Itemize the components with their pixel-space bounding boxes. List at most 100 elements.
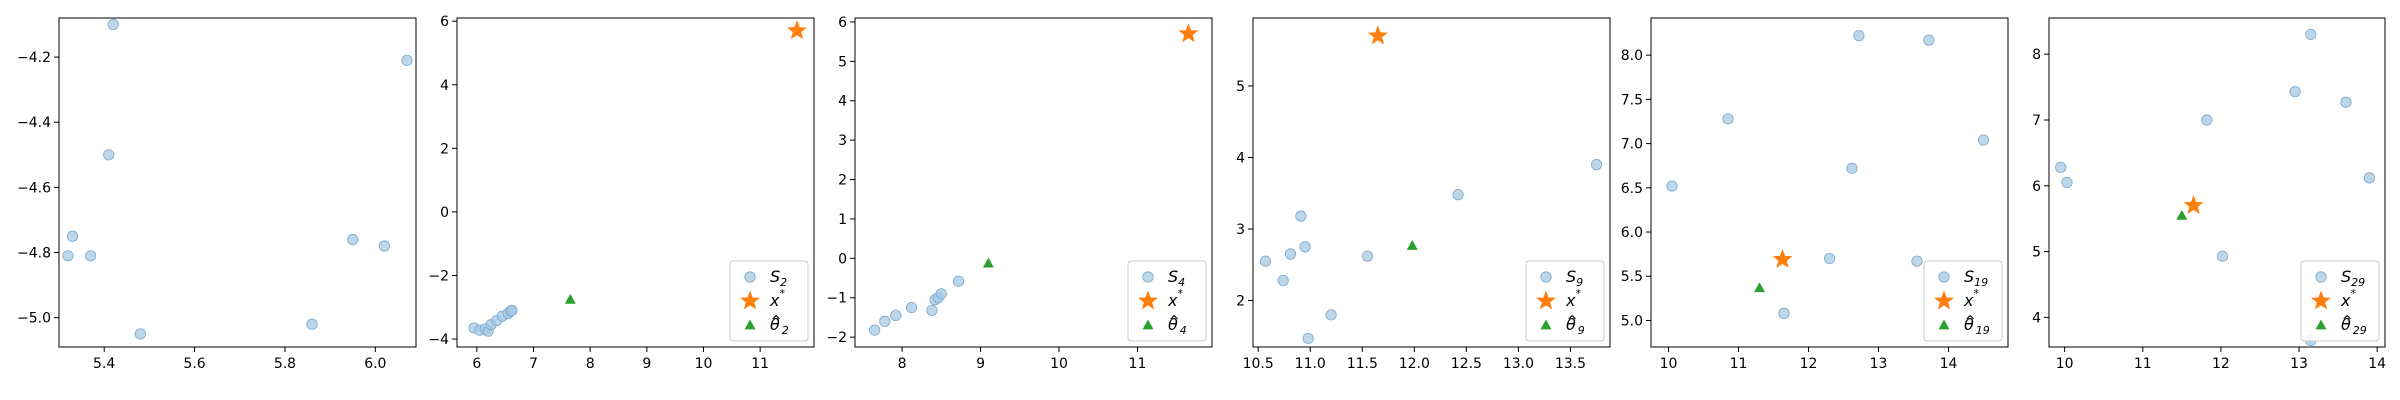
legend-label: S19 [1964, 267, 1988, 289]
legend-label: x* [1167, 287, 1183, 310]
y-tick-label: −5.0 [17, 311, 51, 327]
data-point [1722, 113, 1734, 125]
data-point [890, 309, 902, 322]
subplot-1: 5.4 5.6 5.8 6.0 −5.0 −4.8 −4.6 −4.4 −4.2 [17, 17, 417, 372]
legend-label: θ^29 [2341, 314, 2367, 337]
legend-label: x* [2340, 287, 2356, 310]
y-tick-label: 7.0 [1621, 137, 1643, 153]
data-point [1977, 134, 1990, 146]
legend-marker [2315, 319, 2327, 330]
legend-marker [740, 290, 760, 310]
axes-frame [1252, 17, 1611, 348]
x-tick-label: 13 [2290, 356, 2308, 372]
x-tick-label: 5.4 [93, 356, 115, 372]
axes-frame [1650, 17, 2009, 348]
x-tick-label: 5.6 [183, 356, 205, 372]
legend-label: x* [1963, 287, 1979, 310]
x-tick-label: 12 [1800, 356, 1818, 372]
data-point [869, 324, 881, 336]
subplot-3: 8 9 10 11 −2 −1 0 1 2 3 4 5 6 S4x* θ^4 [826, 15, 1213, 372]
x-tick-label: 8 [586, 356, 595, 372]
legend-label: θ^19 [1964, 314, 1990, 337]
legend: S2x* θ^2 [729, 260, 809, 342]
axes-frame [854, 17, 1213, 348]
data-point [85, 250, 97, 262]
y-tick-label: 8.0 [1621, 48, 1643, 64]
data-point [2061, 176, 2073, 189]
data-point [1452, 189, 1464, 201]
y-tick-label: 4 [838, 94, 847, 110]
y-tick-label: −1 [826, 291, 847, 307]
data-point [2340, 96, 2352, 108]
legend-marker [1536, 290, 1556, 310]
legend-label: x* [769, 287, 785, 310]
x-tick-label: 10.5 [1243, 356, 1274, 372]
y-tick-label: 5 [1236, 79, 1245, 95]
legend: S4x* θ^4 [1127, 260, 1207, 342]
legend-label: S29 [2341, 267, 2365, 289]
y-tick-label: 7 [2032, 113, 2041, 129]
data-point [1284, 248, 1297, 260]
estimate-triangle-marker [982, 257, 994, 268]
x-tick-label: 13.0 [1503, 356, 1534, 372]
y-tick-label: 8 [2032, 47, 2041, 63]
data-point [926, 304, 938, 316]
data-point [905, 301, 918, 314]
y-tick-label: 6 [2032, 179, 2041, 195]
data-point [62, 250, 74, 262]
x-tick-label: 10 [695, 356, 713, 372]
optimum-star-marker [1178, 23, 1199, 43]
legend-marker [1540, 319, 1552, 330]
legend-marker [1142, 319, 1154, 330]
y-tick-label: 0 [838, 251, 847, 267]
data-point [1666, 180, 1678, 192]
y-tick-label: 2 [838, 173, 847, 189]
y-tick-label: 6.0 [1621, 225, 1643, 241]
data-point [1299, 241, 1311, 253]
y-tick-label: 6.5 [1621, 181, 1643, 197]
y-tick-label: −4.2 [17, 50, 51, 66]
data-point [1259, 255, 1272, 267]
x-tick-label: 6 [472, 356, 481, 372]
y-tick-label: 5 [2032, 245, 2041, 261]
y-tick-label: 3 [838, 133, 847, 149]
data-point [66, 230, 79, 242]
data-point [879, 315, 891, 327]
x-tick-label: 9 [642, 356, 651, 372]
legend-marker [1142, 271, 1154, 283]
legend-marker [1138, 290, 1158, 310]
y-tick-label: 5.5 [1621, 269, 1643, 285]
estimate-triangle-marker [1406, 239, 1418, 250]
data-point [506, 304, 518, 317]
legend-marker [2315, 271, 2327, 283]
data-point [2289, 86, 2301, 98]
y-tick-label: 4 [440, 78, 449, 94]
data-point [1590, 159, 1603, 171]
data-point [1853, 30, 1865, 42]
axes-frame [2048, 17, 2386, 348]
optimum-star-marker [1772, 248, 1793, 268]
axes-frame [456, 17, 815, 348]
y-tick-label: 1 [838, 212, 847, 228]
data-point [2201, 114, 2213, 126]
x-tick-label: 10 [2056, 356, 2074, 372]
legend-label: θ^2 [770, 314, 789, 337]
data-point [1295, 210, 1307, 222]
legend-label: S2 [770, 267, 787, 289]
legend-marker [1934, 290, 1954, 310]
y-tick-label: 2 [1236, 294, 1245, 310]
legend-label: x* [1565, 287, 1581, 310]
legend-marker [744, 319, 756, 330]
x-tick-label: 6.0 [364, 356, 386, 372]
x-tick-label: 12.5 [1451, 356, 1482, 372]
data-point [1277, 274, 1289, 287]
legend: S9x* θ^9 [1525, 260, 1605, 342]
x-tick-label: 13 [1870, 356, 1888, 372]
y-tick-label: 5.0 [1621, 313, 1643, 329]
estimate-triangle-marker [1754, 282, 1765, 293]
x-tick-label: 14 [2368, 356, 2386, 372]
data-point [1778, 307, 1790, 319]
